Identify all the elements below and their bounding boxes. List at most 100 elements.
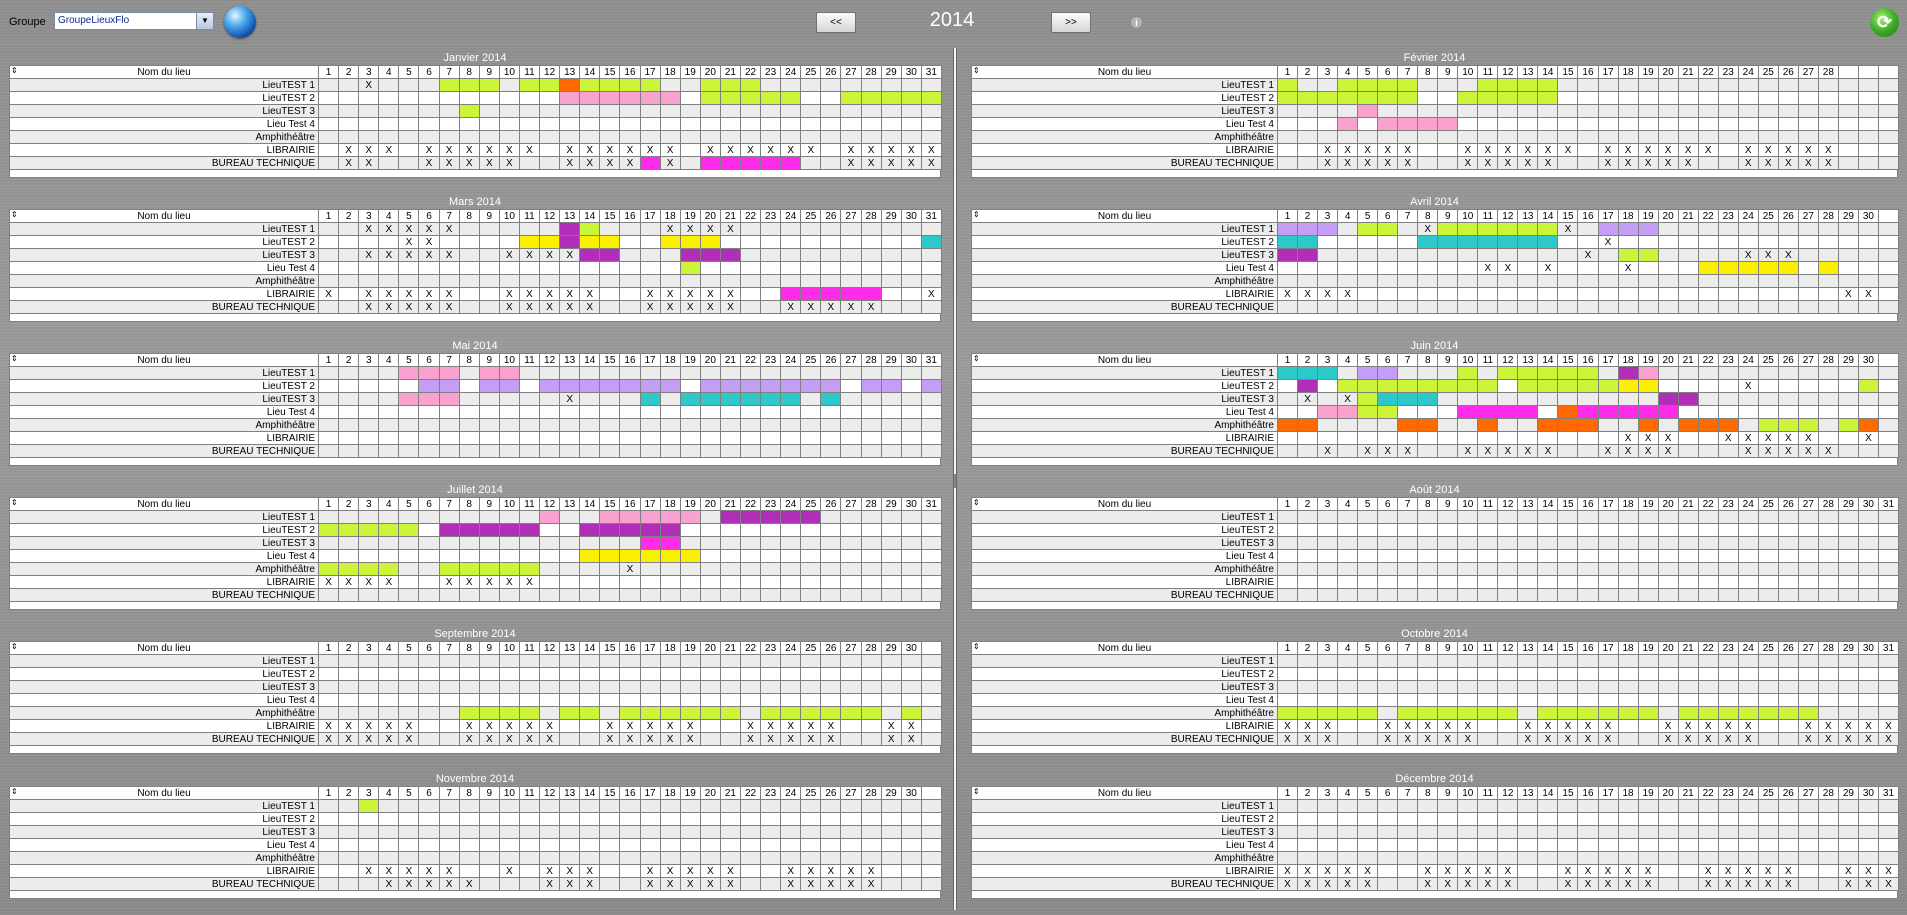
day-cell[interactable]: [719, 91, 741, 105]
day-cell[interactable]: [1637, 91, 1659, 105]
day-cell[interactable]: [539, 588, 561, 602]
day-cell[interactable]: X: [378, 143, 400, 157]
day-cell[interactable]: [579, 549, 601, 563]
day-cell[interactable]: [338, 444, 360, 458]
day-cell[interactable]: [1557, 248, 1579, 262]
day-cell[interactable]: [458, 91, 480, 105]
day-cell[interactable]: [1437, 392, 1459, 406]
day-cell[interactable]: [619, 588, 641, 602]
day-cell[interactable]: [1317, 222, 1339, 236]
day-cell[interactable]: X: [1577, 248, 1599, 262]
day-cell[interactable]: [719, 562, 741, 576]
day-cell[interactable]: [1437, 536, 1459, 550]
day-cell[interactable]: [1397, 693, 1419, 707]
day-cell[interactable]: X: [498, 575, 520, 589]
day-cell[interactable]: [1417, 156, 1439, 170]
day-cell[interactable]: [1657, 392, 1679, 406]
day-cell[interactable]: [1657, 588, 1679, 602]
day-cell[interactable]: [1677, 549, 1699, 563]
day-cell[interactable]: X: [358, 156, 380, 170]
day-cell[interactable]: X: [1557, 143, 1579, 157]
day-cell[interactable]: [760, 104, 782, 118]
day-cell[interactable]: [760, 444, 782, 458]
day-cell[interactable]: [438, 366, 460, 380]
day-cell[interactable]: [1677, 366, 1699, 380]
day-cell[interactable]: [1377, 510, 1399, 524]
day-cell[interactable]: [1557, 78, 1579, 92]
day-cell[interactable]: [880, 222, 902, 236]
day-cell[interactable]: X: [1697, 719, 1719, 733]
day-cell[interactable]: [920, 418, 942, 432]
day-cell[interactable]: [719, 680, 741, 694]
day-cell[interactable]: [1857, 549, 1879, 563]
day-cell[interactable]: X: [1757, 431, 1779, 445]
day-cell[interactable]: [1777, 510, 1799, 524]
day-cell[interactable]: [1297, 536, 1319, 550]
day-cell[interactable]: [1317, 838, 1339, 852]
day-cell[interactable]: [699, 91, 721, 105]
day-cell[interactable]: [1537, 536, 1559, 550]
day-cell[interactable]: X: [1497, 444, 1519, 458]
day-cell[interactable]: [1276, 536, 1299, 550]
day-cell[interactable]: [1757, 222, 1779, 236]
day-cell[interactable]: X: [1817, 444, 1839, 458]
day-cell[interactable]: [800, 536, 822, 550]
day-cell[interactable]: X: [860, 864, 882, 878]
day-cell[interactable]: [1377, 667, 1399, 681]
day-cell[interactable]: [1617, 248, 1639, 262]
day-cell[interactable]: [1537, 431, 1559, 445]
day-cell[interactable]: X: [518, 287, 541, 301]
day-cell[interactable]: [1457, 104, 1479, 118]
day-cell[interactable]: [458, 130, 480, 144]
day-cell[interactable]: [1757, 235, 1779, 249]
day-cell[interactable]: [1657, 575, 1679, 589]
day-cell[interactable]: [418, 812, 440, 826]
day-cell[interactable]: [1817, 549, 1839, 563]
day-cell[interactable]: X: [1757, 248, 1779, 262]
day-cell[interactable]: [1777, 78, 1799, 92]
day-cell[interactable]: [1276, 667, 1299, 681]
day-cell[interactable]: X: [438, 287, 460, 301]
column-header-name[interactable]: ⇕ Nom du lieu: [9, 209, 319, 223]
day-cell[interactable]: [539, 851, 561, 865]
day-cell[interactable]: [1777, 732, 1799, 746]
day-cell[interactable]: [579, 654, 601, 668]
day-cell[interactable]: [1557, 156, 1579, 170]
day-cell[interactable]: [820, 562, 842, 576]
day-cell[interactable]: [920, 523, 942, 537]
day-cell[interactable]: [619, 680, 641, 694]
day-cell[interactable]: [1757, 261, 1779, 275]
day-cell[interactable]: [418, 117, 440, 131]
day-cell[interactable]: [860, 536, 882, 550]
day-cell[interactable]: [1557, 812, 1579, 826]
day-cell[interactable]: [1697, 156, 1719, 170]
day-cell[interactable]: [1757, 799, 1779, 813]
table-scrollbar[interactable]: [971, 314, 1898, 322]
day-cell[interactable]: [438, 693, 460, 707]
day-cell[interactable]: [1737, 117, 1759, 131]
day-cell[interactable]: X: [559, 143, 581, 157]
day-cell[interactable]: [579, 680, 601, 694]
day-cell[interactable]: [719, 693, 741, 707]
day-cell[interactable]: [1777, 562, 1799, 576]
day-cell[interactable]: [1577, 431, 1599, 445]
day-cell[interactable]: [1377, 799, 1399, 813]
day-cell[interactable]: [1817, 706, 1839, 720]
day-cell[interactable]: [458, 274, 480, 288]
day-cell[interactable]: [1437, 523, 1459, 537]
day-cell[interactable]: [1857, 825, 1879, 839]
day-cell[interactable]: [880, 536, 902, 550]
day-cell[interactable]: [860, 575, 882, 589]
day-cell[interactable]: X: [378, 248, 400, 262]
day-cell[interactable]: [1717, 549, 1739, 563]
day-cell[interactable]: [1477, 812, 1499, 826]
day-cell[interactable]: X: [1577, 732, 1599, 746]
day-cell[interactable]: [719, 838, 741, 852]
day-cell[interactable]: [1437, 706, 1459, 720]
day-cell[interactable]: [1337, 838, 1359, 852]
globe-icon[interactable]: [224, 6, 256, 38]
day-cell[interactable]: [1517, 431, 1539, 445]
day-cell[interactable]: [599, 91, 621, 105]
day-cell[interactable]: [1637, 851, 1659, 865]
day-cell[interactable]: [599, 838, 621, 852]
